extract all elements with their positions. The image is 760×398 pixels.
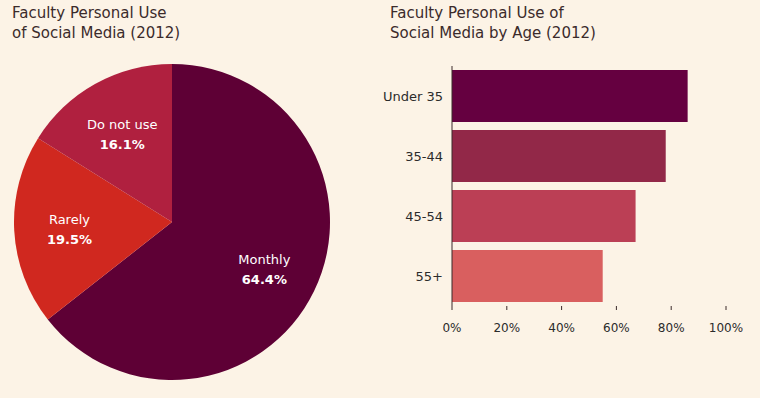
bar: [452, 130, 666, 182]
tick-mark: [561, 306, 562, 310]
tick-label: 60%: [603, 321, 630, 335]
bar: [452, 250, 603, 302]
pie-slice: [38, 64, 172, 222]
tick-label: 40%: [548, 321, 575, 335]
tick-mark: [671, 306, 672, 310]
tick-label: 100%: [709, 321, 743, 335]
category-label: 45-54: [405, 209, 443, 224]
bar: [452, 70, 688, 122]
category-label: Under 35: [383, 89, 443, 104]
slice-label: Rarely: [49, 212, 90, 227]
data-label: 19.5%: [47, 232, 92, 247]
category-label: 55+: [416, 269, 443, 284]
slice-label: Monthly: [238, 252, 290, 267]
chart-title: Faculty Personal Use of Social Media (201…: [12, 4, 180, 42]
bars: [452, 70, 688, 302]
tick-mark: [506, 306, 507, 310]
title-line: Faculty Personal Use of: [390, 4, 564, 22]
data-label: 64.4%: [242, 272, 287, 287]
tick-mark: [726, 306, 727, 310]
bar: [452, 190, 636, 242]
tick-label: 20%: [493, 321, 520, 335]
title-line: of Social Media (2012): [12, 24, 180, 42]
tick-mark: [452, 306, 453, 310]
axis-line: [452, 66, 453, 306]
data-label: 16.1%: [100, 137, 145, 152]
tick-mark: [616, 306, 617, 310]
tick-label: 0%: [442, 321, 461, 335]
slice-label: Do not use: [87, 117, 158, 132]
tick-label: 80%: [658, 321, 685, 335]
pie-slices: [14, 64, 330, 380]
category-label: 35-44: [405, 149, 443, 164]
title-line: Social Media by Age (2012): [390, 24, 596, 42]
chart-root: Faculty Personal Use of Social Media (201…: [0, 0, 760, 398]
chart-title: Faculty Personal Use of Social Media by A…: [390, 4, 596, 42]
title-line: Faculty Personal Use: [12, 4, 166, 22]
